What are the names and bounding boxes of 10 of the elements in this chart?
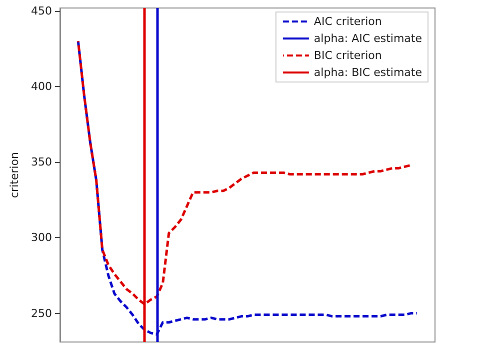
y-axis-title: criterion <box>8 152 21 198</box>
y-tick-label: 250 <box>31 306 52 320</box>
y-tick-label: 400 <box>31 80 52 94</box>
text: alpha: AIC estimate <box>314 32 422 45</box>
legend-label: AIC criterion <box>314 15 382 28</box>
y-tick-label: 450 <box>31 4 52 18</box>
legend-label: BIC criterion <box>314 49 382 62</box>
y-tick-label: 350 <box>31 156 52 169</box>
text: alpha: BIC estimate <box>314 66 422 79</box>
y-tick-label: 300 <box>31 231 52 244</box>
